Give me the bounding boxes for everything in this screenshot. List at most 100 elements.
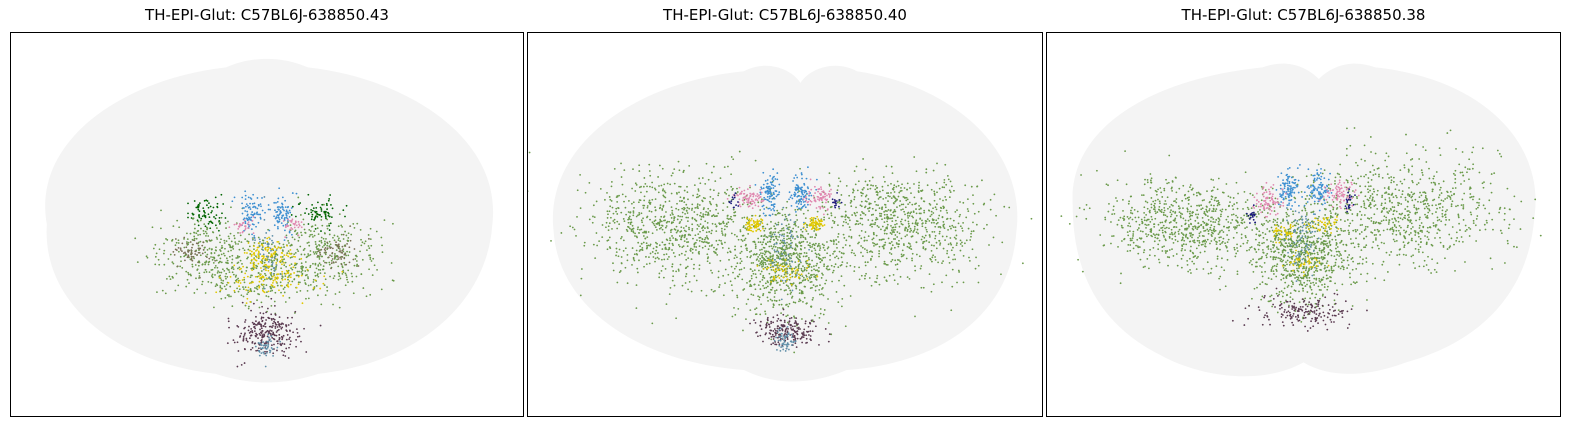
cell-point [813,247,816,250]
cell-point [822,256,825,259]
cell-point [289,340,292,342]
cell-point [810,200,813,203]
cell-point [359,250,361,253]
cell-point [369,256,372,259]
cell-point [176,219,179,222]
cell-point [281,256,284,258]
cell-point [248,225,250,228]
cell-point [152,247,155,250]
cell-point [795,202,797,204]
cell-point [158,248,161,251]
cell-point [665,211,667,213]
cell-point [684,282,687,284]
cell-point [826,247,829,250]
cell-point [789,196,792,199]
cell-point [943,178,946,181]
cell-point [891,258,894,261]
cell-point [853,211,856,214]
cell-point [193,223,196,226]
cell-point [322,282,325,285]
cell-point [296,291,298,294]
cell-point [840,252,843,254]
cell-point [233,223,236,226]
cell-point [271,263,274,266]
cell-point [761,252,764,255]
cell-point [683,236,686,239]
cell-point [842,246,844,249]
cell-point [323,232,326,234]
cell-point [878,238,881,241]
cell-point [749,219,752,222]
cell-point [882,238,885,241]
cell-point [274,314,277,316]
cell-point [837,177,840,180]
cell-point [273,318,276,321]
cell-point [651,186,654,189]
cell-point [809,223,811,226]
cell-point [298,223,300,226]
cell-point [775,260,778,263]
cell-point [328,245,331,248]
cell-point [904,226,907,229]
cell-point [765,243,768,246]
cell-point [692,237,694,240]
cell-point [855,206,857,209]
cell-point [750,293,753,296]
cell-point [654,257,657,260]
cell-cluster-4 [745,214,826,286]
cell-point [276,329,279,332]
cell-point [680,219,683,221]
cell-point [947,243,950,246]
cell-point [769,266,772,269]
cell-point [814,228,817,231]
cell-point [805,223,808,226]
cell-point [894,210,897,213]
cell-point [324,253,327,256]
cell-point [267,261,270,263]
cell-point [679,221,682,223]
cell-point [794,272,797,275]
cell-point [247,307,250,310]
cell-point [814,285,817,288]
cell-point [157,258,160,261]
cell-point [785,289,787,291]
cell-point [776,239,779,241]
cell-point [689,234,692,237]
cell-point [271,239,273,242]
cell-point [627,211,630,213]
cell-point [192,243,194,246]
cell-point [642,235,645,237]
cell-point [193,235,196,238]
cell-point [936,203,938,206]
cell-point [760,187,763,190]
cell-point [769,283,772,286]
cell-point [958,271,961,273]
cell-point [237,243,240,245]
cell-point [941,215,944,218]
cell-point [219,250,222,252]
cell-point [890,248,892,251]
cell-point [843,237,846,239]
cell-point [769,260,771,263]
cell-point [186,241,188,243]
cell-point [908,214,911,217]
cell-point [249,202,251,205]
cell-point [225,262,228,264]
cell-point [221,282,224,285]
cell-point [620,211,623,214]
cell-point [246,213,249,216]
cell-point [192,217,195,220]
cell-point [618,223,621,226]
cell-point [679,263,682,266]
cell-point [926,218,929,221]
cell-point [208,257,211,260]
cell-point [832,252,834,255]
cell-point [915,170,918,173]
cell-point [636,267,639,270]
cell-point [777,223,780,226]
cell-point [260,332,263,335]
cell-point [216,202,219,205]
cell-point [763,238,765,241]
cell-point [227,235,230,238]
cell-point [206,248,209,251]
